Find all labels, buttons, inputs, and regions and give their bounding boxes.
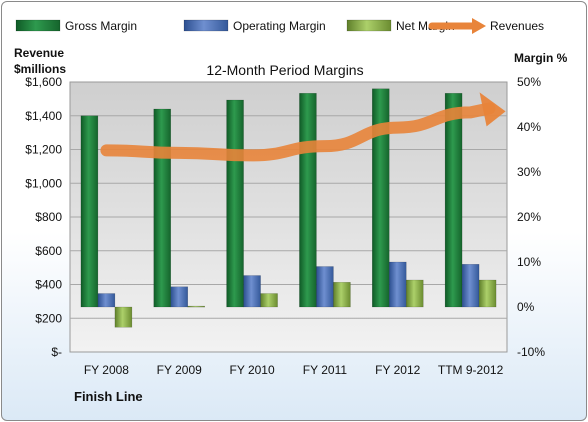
left-tick-label: $400 — [35, 278, 62, 292]
operating-margin-bar — [243, 275, 261, 308]
right-tick-label: 10% — [517, 255, 541, 269]
category-label: FY 2011 — [303, 363, 348, 377]
legend-swatch-arrow — [472, 18, 486, 34]
gross-margin-bar — [372, 88, 390, 308]
legend-label: Gross Margin — [65, 19, 137, 33]
net-margin-bar — [114, 306, 133, 328]
axis-labels: $- $200 $400 $600 $800 $1,000 $1,200 $1,400 $1,6… — [25, 75, 545, 377]
operating-margin-bar — [461, 264, 480, 308]
gross-margin-bar — [226, 99, 244, 308]
net-margin-bar — [406, 279, 424, 308]
category-label: FY 2009 — [157, 363, 202, 377]
left-tick-label: $200 — [35, 311, 62, 325]
chart-title: 12-Month Period Margins — [206, 62, 363, 78]
category-label: FY 2010 — [230, 363, 275, 377]
left-tick-label: $1,000 — [25, 176, 62, 190]
net-margin-bar — [187, 305, 205, 308]
gross-margin-bar — [153, 108, 171, 308]
right-tick-label: 20% — [517, 210, 541, 224]
category-label: FY 2008 — [84, 363, 129, 377]
gross-margin-bar — [299, 93, 317, 308]
revenues-arrowhead — [479, 92, 506, 127]
right-tick-label: 0% — [517, 300, 535, 314]
left-tick-label: $1,600 — [25, 75, 62, 89]
category-label: TTM 9-2012 — [438, 363, 504, 377]
gross-margin-bar — [444, 93, 463, 308]
left-tick-label: $1,200 — [25, 143, 62, 157]
category-label: FY 2012 — [375, 363, 420, 377]
left-tick-label: $1,400 — [25, 109, 62, 123]
legend: Gross Margin Operating Margin Net Margin Re… — [15, 18, 544, 34]
legend-swatch — [346, 19, 392, 32]
revenues-line — [100, 102, 496, 162]
right-tick-label: 30% — [517, 165, 541, 179]
left-axis-title-line1: Revenue — [14, 46, 64, 60]
left-tick-label: $- — [51, 345, 62, 359]
footer-company: Finish Line — [74, 389, 143, 404]
left-tick-label: $600 — [35, 244, 62, 258]
legend-swatch — [15, 19, 61, 32]
operating-margin-bar — [389, 261, 407, 308]
right-tick-label: 50% — [517, 75, 541, 89]
operating-margin-bar — [316, 266, 334, 308]
net-margin-bar — [333, 282, 351, 308]
net-margin-bar — [260, 293, 278, 308]
legend-label: Operating Margin — [233, 19, 326, 33]
left-tick-label: $800 — [35, 210, 62, 224]
right-tick-label: 40% — [517, 120, 541, 134]
legend-label: Revenues — [490, 19, 544, 33]
operating-margin-bar — [170, 286, 188, 308]
right-axis-title: Margin % — [514, 51, 568, 65]
net-margin-bar — [478, 279, 497, 308]
revenue-line — [100, 92, 506, 162]
gross-margin-bar — [80, 115, 99, 308]
right-tick-label: -10% — [517, 345, 545, 359]
operating-margin-bar — [97, 293, 116, 308]
left-axis-title-line2: $millions — [14, 62, 66, 76]
legend-swatch — [183, 19, 229, 32]
